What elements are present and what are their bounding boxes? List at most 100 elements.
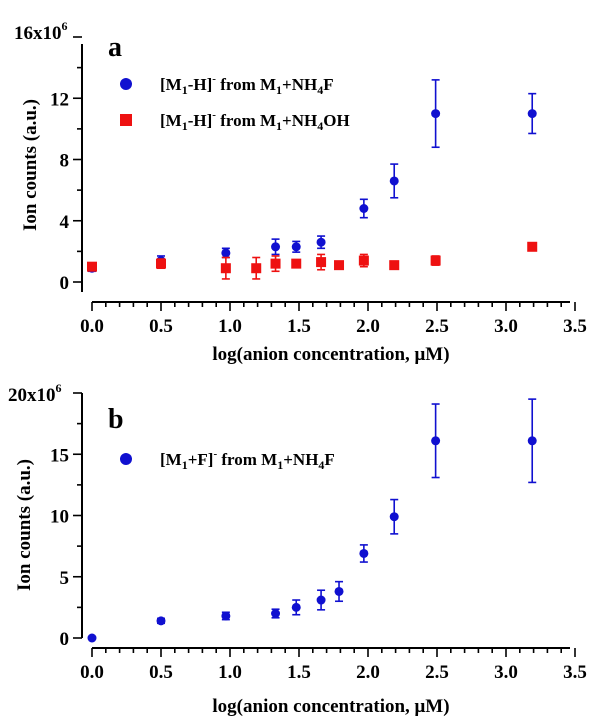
panel-a-y-top-label: 16x106 — [14, 19, 68, 44]
data-point — [389, 163, 399, 199]
circle-marker — [527, 436, 537, 446]
circle-marker — [334, 586, 344, 596]
circle-marker — [156, 616, 166, 626]
data-point — [359, 544, 369, 563]
square-marker — [220, 263, 231, 274]
panel-b-x-tick-labels: 0.0 0.5 1.0 1.5 2.0 2.5 3.0 3.5 — [80, 662, 587, 683]
data-point — [527, 398, 537, 484]
x-tick-label: 1.5 — [287, 662, 311, 683]
legend-entry-a-1: [M1-H]- from M1+NH4F — [160, 73, 334, 97]
panel-a-y-tick-labels: 0 4 8 12 — [50, 89, 70, 294]
panel-b-y-top-mantissa: 20x10 — [8, 385, 56, 406]
panel-b-legend: [M1+F]- from M1+NH4F — [120, 448, 335, 472]
y-tick-label: 5 — [60, 568, 70, 589]
circle-marker — [359, 548, 369, 558]
square-marker — [389, 260, 400, 271]
panel-b-data-marks — [87, 398, 537, 643]
data-point — [291, 258, 302, 269]
x-tick-label: 0.0 — [80, 662, 104, 683]
x-tick-label: 2.0 — [356, 662, 380, 683]
data-point — [389, 260, 400, 271]
data-point — [359, 198, 369, 219]
legend-entry-b-1: [M1+F]- from M1+NH4F — [160, 448, 335, 472]
circle-marker — [527, 109, 537, 119]
data-point — [527, 92, 537, 135]
panel-b-y-axis-title: Ion counts (a.u.) — [14, 459, 35, 591]
data-point — [221, 247, 231, 259]
x-tick-label: 0.5 — [149, 662, 173, 683]
square-marker — [270, 258, 281, 269]
circle-marker — [359, 204, 369, 213]
circle-marker — [316, 237, 326, 247]
data-point — [389, 498, 399, 535]
x-tick-label: 2.5 — [425, 316, 449, 337]
x-tick-label: 1.0 — [218, 662, 242, 683]
data-point — [527, 241, 538, 252]
y-tick-label: 8 — [60, 151, 70, 172]
panel-b-y-tick-labels: 0 5 10 15 — [50, 445, 69, 650]
panel-b-y-top-exponent: 6 — [56, 381, 62, 395]
svg-text:20x106: 20x106 — [8, 381, 62, 406]
square-marker — [156, 258, 166, 269]
square-marker — [430, 255, 441, 266]
panel-b-x-axis-title: log(anion concentration, μM) — [212, 696, 449, 717]
circle-marker — [431, 436, 441, 446]
panel-a: Ion counts (a.u.) a 16x106 0 4 8 12 0.0 0.5 1… — [14, 19, 587, 365]
circle-marker — [87, 633, 97, 643]
data-point — [431, 79, 441, 149]
legend-marker-blue-circle — [120, 453, 132, 465]
panel-b: Ion counts (a.u.) b 20x106 0 5 10 15 0.0 0.5… — [8, 381, 587, 717]
data-point — [87, 261, 97, 272]
y-tick-label: 15 — [50, 445, 69, 466]
x-tick-label: 1.5 — [287, 316, 311, 337]
data-point — [358, 253, 369, 268]
x-tick-label: 2.5 — [425, 662, 449, 683]
circle-marker — [221, 611, 231, 621]
circle-marker — [221, 248, 231, 258]
y-tick-label: 0 — [60, 273, 70, 294]
panel-a-label: a — [108, 32, 122, 63]
data-point — [251, 256, 262, 280]
legend-entry-a-2: [M1-H]- from M1+NH4OH — [160, 109, 350, 133]
x-tick-label: 1.0 — [218, 316, 242, 337]
x-tick-label: 3.0 — [494, 662, 518, 683]
panel-a-y-axis-title: Ion counts (a.u.) — [20, 99, 41, 231]
panel-a-y-top-mantissa: 16x10 — [14, 23, 62, 44]
data-point — [270, 255, 281, 273]
data-point — [87, 633, 97, 643]
circle-marker — [431, 109, 441, 119]
x-tick-label: 0.0 — [80, 316, 104, 337]
data-point — [220, 256, 231, 280]
panel-b-label: b — [108, 404, 124, 435]
circle-marker — [291, 242, 301, 252]
panel-b-y-top-label: 20x106 — [8, 381, 62, 406]
data-point — [291, 240, 301, 253]
square-marker — [87, 261, 97, 272]
panel-b-ticks — [73, 392, 576, 657]
data-point — [271, 238, 281, 256]
square-marker — [316, 257, 327, 268]
data-point — [221, 611, 231, 621]
x-tick-label: 2.0 — [356, 316, 380, 337]
data-point — [431, 403, 441, 479]
x-tick-label: 3.5 — [563, 316, 587, 337]
circle-marker — [389, 176, 399, 186]
square-marker — [527, 241, 538, 252]
data-point — [316, 253, 327, 271]
data-point — [334, 260, 345, 271]
data-point — [334, 580, 344, 603]
data-point — [316, 589, 326, 611]
panel-a-x-tick-labels: 0.0 0.5 1.0 1.5 2.0 2.5 3.0 3.5 — [80, 316, 587, 337]
y-tick-label: 4 — [60, 212, 70, 233]
panel-a-y-top-exponent: 6 — [62, 19, 68, 33]
square-marker — [291, 258, 302, 269]
y-tick-label: 10 — [50, 507, 69, 528]
data-point — [271, 608, 281, 619]
square-marker — [358, 255, 369, 266]
data-point — [316, 235, 326, 250]
circle-marker — [316, 595, 326, 605]
x-tick-label: 3.5 — [563, 662, 587, 683]
y-tick-label: 0 — [60, 629, 70, 650]
panel-a-x-axis-title: log(anion concentration, μM) — [212, 344, 449, 365]
